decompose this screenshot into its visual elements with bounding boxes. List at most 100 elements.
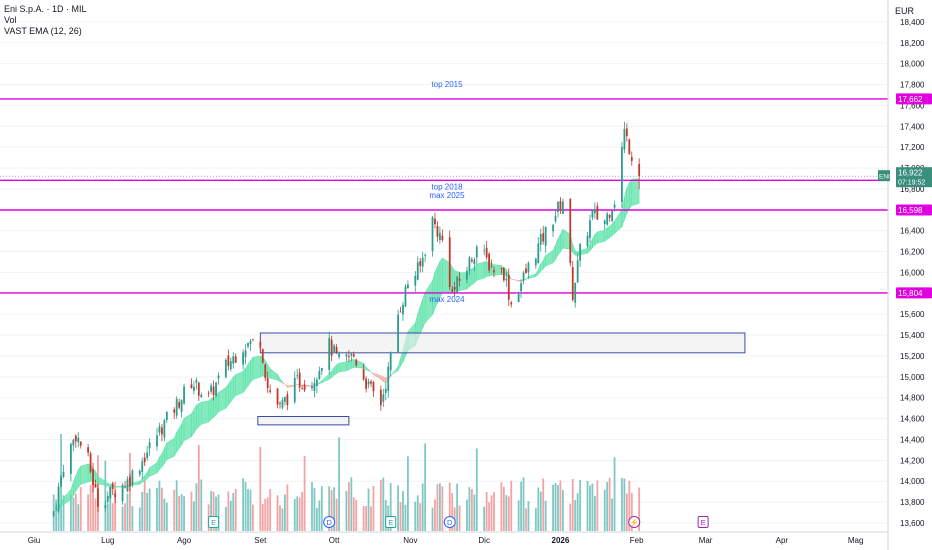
volume-bar [345, 490, 348, 531]
candle-body [579, 243, 582, 261]
volume-bar [316, 508, 318, 531]
volume-bar [574, 499, 577, 531]
volume-bar [193, 501, 195, 531]
ema-ribbon-segment [235, 370, 244, 397]
volume-bar [175, 480, 178, 531]
volume-bar [106, 504, 109, 531]
volume-bar [424, 443, 427, 531]
candle-body [180, 399, 183, 413]
candle-body [114, 493, 117, 497]
volume-bar [475, 448, 478, 531]
ema-ribbon-segment [105, 480, 109, 487]
supply-demand-zones[interactable] [257, 332, 746, 426]
earnings-marker[interactable] [697, 516, 709, 528]
volume-bar [197, 444, 200, 531]
candle-body [574, 282, 577, 303]
dividend-marker[interactable] [443, 516, 456, 528]
ema-ribbon-segment [156, 456, 160, 474]
volume-bar [608, 477, 611, 531]
candle-body [242, 352, 244, 365]
candle-body [542, 233, 545, 242]
candle-body [62, 471, 65, 477]
ema-ribbon-segment [545, 250, 554, 267]
ema-ribbon-segment [149, 462, 158, 477]
candle-body [419, 261, 422, 266]
x-tick-label: Apr [776, 536, 789, 545]
ema-ribbon-segment [373, 372, 382, 380]
volume-bar [158, 480, 161, 531]
candle-body [70, 443, 72, 474]
x-tick-label: Dic [478, 536, 490, 545]
candle-body [569, 198, 572, 264]
candle-body [576, 260, 579, 283]
indicator-label[interactable]: VAST EMA (12, 26) [4, 26, 82, 36]
candle-body [183, 386, 185, 404]
candle-body [106, 495, 109, 502]
volume-bar [330, 490, 333, 531]
volume-bar [293, 499, 296, 531]
ema-ribbon-segment [333, 364, 337, 376]
volume-bar [124, 503, 126, 531]
volume-bar [111, 503, 114, 531]
ema-ribbon-segment [146, 467, 150, 480]
candle-body [60, 476, 62, 487]
candle-body [596, 206, 599, 220]
event-marker[interactable] [628, 516, 641, 528]
ema-ribbon-segment [252, 355, 261, 380]
volume-bar [94, 498, 97, 531]
candle-body [338, 353, 340, 357]
ema-ribbon-segment [230, 376, 234, 403]
candle-body [421, 257, 424, 267]
candle-body [458, 278, 461, 281]
volume-bar [362, 506, 365, 531]
earnings-marker[interactable] [208, 516, 220, 528]
candle-body [143, 457, 146, 463]
candle-body [630, 157, 633, 161]
marker-letter: E [211, 518, 216, 527]
x-tick-label: Mar [699, 536, 713, 545]
volume-bar [448, 482, 451, 531]
candle-body [613, 204, 616, 208]
candle-body [593, 209, 596, 214]
ema-ribbon-segment [279, 377, 283, 384]
candle-body [500, 268, 503, 270]
level-price-tag [896, 93, 932, 105]
ema-ribbon-segment [287, 384, 296, 388]
currency-label[interactable]: EUR [895, 6, 915, 16]
earnings-marker[interactable] [385, 516, 397, 528]
candle-body [347, 356, 350, 357]
candle-body [483, 249, 486, 251]
candle-body [507, 274, 510, 300]
price-zone-box[interactable] [259, 332, 746, 354]
volume-bar [138, 507, 141, 531]
volume-label[interactable]: Vol [4, 15, 17, 25]
event-markers[interactable]: E D E D ⚡ E [208, 516, 709, 528]
dividend-marker[interactable] [323, 516, 336, 528]
volume-bar [397, 485, 399, 531]
candle-body [77, 437, 80, 443]
candle-body [520, 283, 522, 292]
candle-body [355, 359, 358, 366]
volume-bar [269, 489, 272, 531]
volume-bar [517, 500, 520, 531]
candle-body [554, 216, 557, 222]
volume-bar [630, 492, 633, 531]
y-tick-label: 13,800 [900, 498, 925, 507]
candle-body [328, 338, 331, 370]
ema-ribbon-segment [132, 480, 141, 486]
candle-body [52, 511, 55, 516]
ema-ribbon-segment [228, 379, 232, 406]
candle-body [522, 272, 525, 281]
volume-bar [121, 506, 124, 531]
price-zone-box[interactable] [257, 416, 350, 426]
volume-bar [87, 494, 90, 531]
symbol-title[interactable]: Eni S.p.A. · 1D · MIL [4, 4, 87, 14]
candle-body [441, 235, 444, 241]
candle-body [603, 220, 606, 224]
volume-bar [507, 496, 510, 531]
candle-body [488, 253, 490, 271]
volume-bar [224, 506, 227, 531]
y-tick-label: 18,200 [900, 39, 925, 48]
